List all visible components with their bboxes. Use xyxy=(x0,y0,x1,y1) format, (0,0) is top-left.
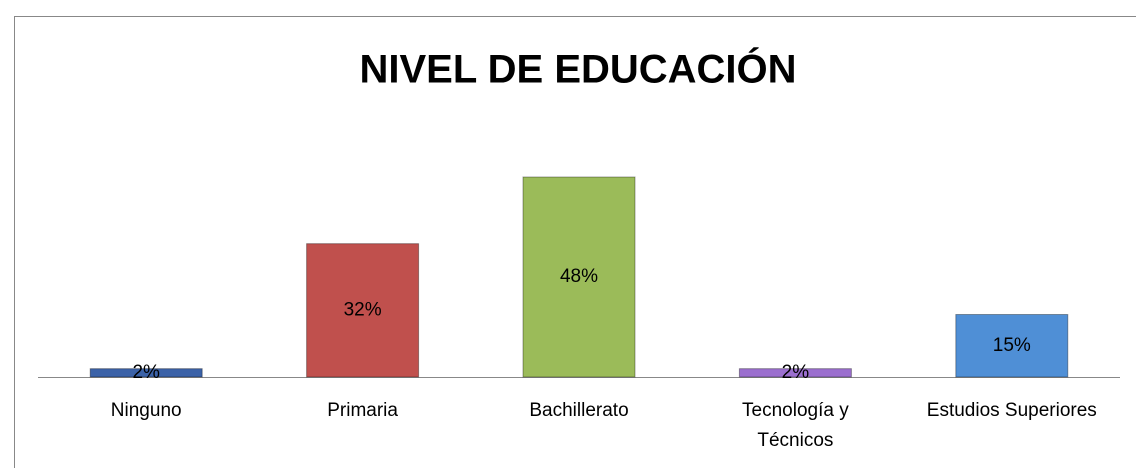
x-tick-label: Primaria xyxy=(327,400,398,421)
x-tick-label: Estudios Superiores xyxy=(926,400,1097,421)
x-tick-label: Ninguno xyxy=(110,400,182,421)
value-label: 15% xyxy=(993,335,1031,356)
value-label: 48% xyxy=(560,266,598,287)
value-label: 2% xyxy=(782,362,810,383)
bar xyxy=(955,314,1069,378)
chart-title: NIVEL DE EDUCACIÓN xyxy=(359,46,796,92)
bar xyxy=(306,243,420,378)
value-label: 32% xyxy=(344,299,382,320)
x-tick-label: Tecnología y Técnicos xyxy=(742,400,849,451)
bar xyxy=(89,368,203,378)
value-label: 2% xyxy=(132,362,160,383)
bar xyxy=(522,176,636,378)
bar xyxy=(738,368,852,378)
x-tick-label: Bachillerato xyxy=(529,400,629,421)
